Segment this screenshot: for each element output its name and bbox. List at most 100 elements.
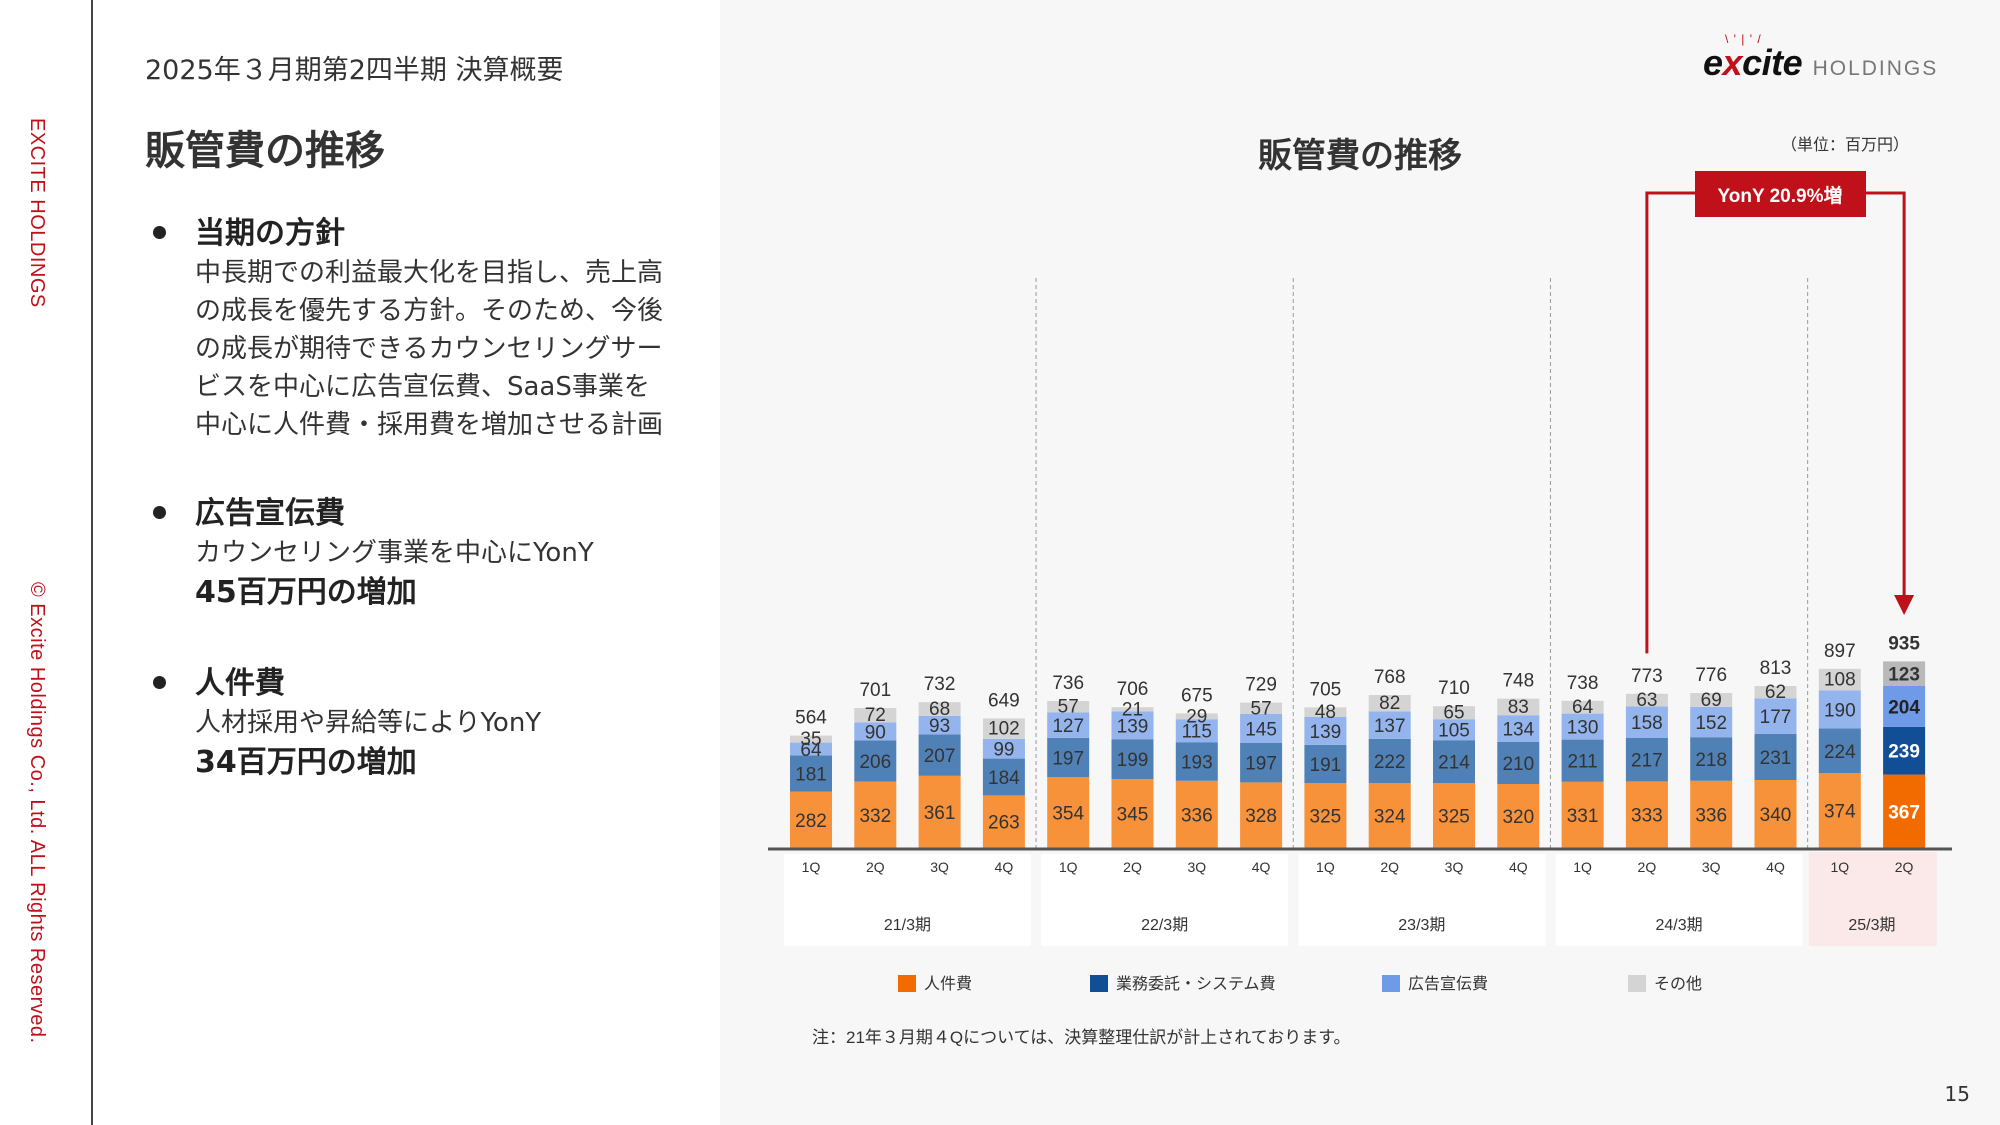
bar-segment	[1368, 711, 1411, 739]
bar-segment	[1304, 717, 1347, 745]
bar-segment	[1175, 780, 1218, 848]
fiscal-year-label: 22/3期	[1141, 916, 1188, 934]
bar-segment	[982, 795, 1025, 848]
bar-segment	[1433, 783, 1475, 848]
bullet-line: ビスを中心に広告宣伝費、SaaS事業を	[195, 372, 650, 402]
bar-segment	[854, 708, 897, 723]
bar-total-label: 701	[859, 680, 891, 701]
page-number: 15	[1944, 1082, 1970, 1106]
side-rail: EXCITE HOLDINGS © Excite Holdings Co., L…	[0, 0, 93, 1125]
bar-segment-label: 137	[1374, 716, 1406, 737]
bar-segment	[790, 742, 832, 756]
bar-total-label: 564	[795, 708, 827, 729]
bullet-line: の成長が期待できるカウンセリングサー	[195, 334, 663, 364]
bar-segment-label: 35	[800, 729, 821, 750]
bar-segment-label: 345	[1117, 805, 1149, 826]
callout-label: YonY 20.9%増	[1718, 184, 1843, 207]
bullet-dot-icon	[153, 676, 166, 689]
bar-total-label: 705	[1310, 679, 1342, 700]
bar-segment	[1304, 744, 1347, 783]
bar-segment-label: 134	[1502, 720, 1534, 741]
legend-swatch	[1628, 975, 1646, 992]
bar-segment	[1368, 695, 1411, 712]
bullet-dot-icon	[153, 506, 166, 519]
bar-segment-label: 65	[1443, 703, 1464, 724]
bar-total-label: 768	[1374, 667, 1406, 688]
bar-total-label: 776	[1695, 665, 1727, 686]
rail-brand-text: EXCITE HOLDINGS	[26, 118, 48, 308]
x-tick-label: 1Q	[1316, 859, 1335, 875]
bar-segment-label: 181	[795, 765, 827, 786]
bar-segment	[1111, 711, 1154, 740]
bar-segment	[1883, 661, 1926, 686]
bar-segment-label: 139	[1310, 722, 1342, 743]
x-tick-label: 2Q	[866, 859, 885, 875]
bar-segment	[1883, 774, 1926, 848]
x-tick-label: 2Q	[1380, 859, 1399, 875]
x-tick-label: 1Q	[1059, 859, 1078, 875]
bar-segment	[1175, 742, 1218, 781]
page-title: 販管費の推移	[145, 128, 385, 174]
bar-segment-label: 29	[1186, 706, 1207, 727]
bar-segment	[1175, 713, 1218, 720]
fiscal-year-label: 23/3期	[1398, 916, 1445, 934]
bullet-line: 中心に人件費・採用費を増加させる計画	[195, 410, 664, 440]
bar-segment-label: 191	[1310, 755, 1342, 776]
bar-segment-label: 320	[1502, 807, 1534, 828]
bullet-personnel: 人件費 人材採用や昇給等によりYonY 34百万円の増加	[153, 664, 713, 784]
bar-segment	[1240, 743, 1283, 783]
bar-segment-label: 115	[1182, 722, 1212, 743]
bar-segment-label: 206	[859, 752, 891, 773]
bullet-emphasis: 45百万円の増加	[195, 575, 417, 610]
x-tick-label: 1Q	[802, 859, 821, 875]
bar-total-label: 773	[1631, 666, 1663, 687]
excite-logo: \ ' | ' / excite HOLDINGS	[1703, 32, 1938, 84]
bar-segment-label: 145	[1245, 720, 1277, 741]
bullet-heading: 広告宣伝費	[195, 496, 345, 531]
bar-total-label: 813	[1760, 658, 1792, 679]
bar-segment	[918, 702, 961, 716]
bar-segment-label: 152	[1695, 713, 1727, 734]
bullet-dot-icon	[153, 226, 166, 239]
bullet-line: の成長を優先する方針。そのため、今後	[195, 296, 664, 326]
fiscal-year-label: 21/3期	[884, 916, 931, 934]
bar-segment-label: 158	[1631, 713, 1663, 734]
bar-segment	[1047, 712, 1090, 738]
bar-segment	[1561, 781, 1604, 848]
bar-segment	[1690, 706, 1733, 738]
bar-segment-label: 217	[1631, 751, 1663, 772]
bar-segment-label: 197	[1052, 749, 1084, 770]
bar-segment-label: 207	[924, 746, 956, 767]
bar-segment-label: 139	[1117, 716, 1149, 737]
bar-segment	[1175, 719, 1218, 743]
bullet-line: 人材採用や昇給等によりYonY	[195, 708, 542, 738]
bar-segment-label: 263	[988, 813, 1020, 834]
legend-swatch	[898, 975, 916, 992]
bar-segment-label: 105	[1438, 721, 1470, 742]
bar-segment	[1497, 784, 1540, 848]
bar-segment-label: 177	[1760, 707, 1792, 728]
bar-segment-label: 64	[1572, 697, 1594, 718]
bullet-emphasis: 34百万円の増加	[195, 745, 417, 780]
bar-segment	[1497, 698, 1540, 716]
bar-segment	[1047, 737, 1090, 778]
bar-segment-label: 374	[1824, 802, 1856, 823]
bar-segment	[1818, 668, 1861, 691]
highlight-period-bg	[1808, 852, 1937, 946]
left-pane: 2025年３月期第2四半期 決算概要 販管費の推移 当期の方針 中長期での利益最…	[95, 0, 720, 1125]
bar-segment-label: 328	[1245, 806, 1277, 827]
bar-segment	[1754, 733, 1797, 780]
bar-segment	[1754, 698, 1797, 734]
bar-segment-label: 184	[988, 768, 1020, 789]
bar-segment-label: 333	[1631, 806, 1663, 827]
bullet-line: 中長期での利益最大化を目指し、売上高	[195, 258, 664, 288]
bar-segment-label: 211	[1567, 752, 1597, 773]
bar-segment-label: 127	[1052, 716, 1084, 737]
bar-segment	[1818, 773, 1861, 848]
x-tick-label: 3Q	[1702, 859, 1721, 875]
bar-segment	[790, 791, 832, 848]
bar-segment	[1690, 737, 1733, 781]
bar-total-label: 736	[1052, 673, 1084, 694]
bar-segment	[1818, 728, 1861, 774]
bar-segment-label: 367	[1888, 802, 1920, 823]
